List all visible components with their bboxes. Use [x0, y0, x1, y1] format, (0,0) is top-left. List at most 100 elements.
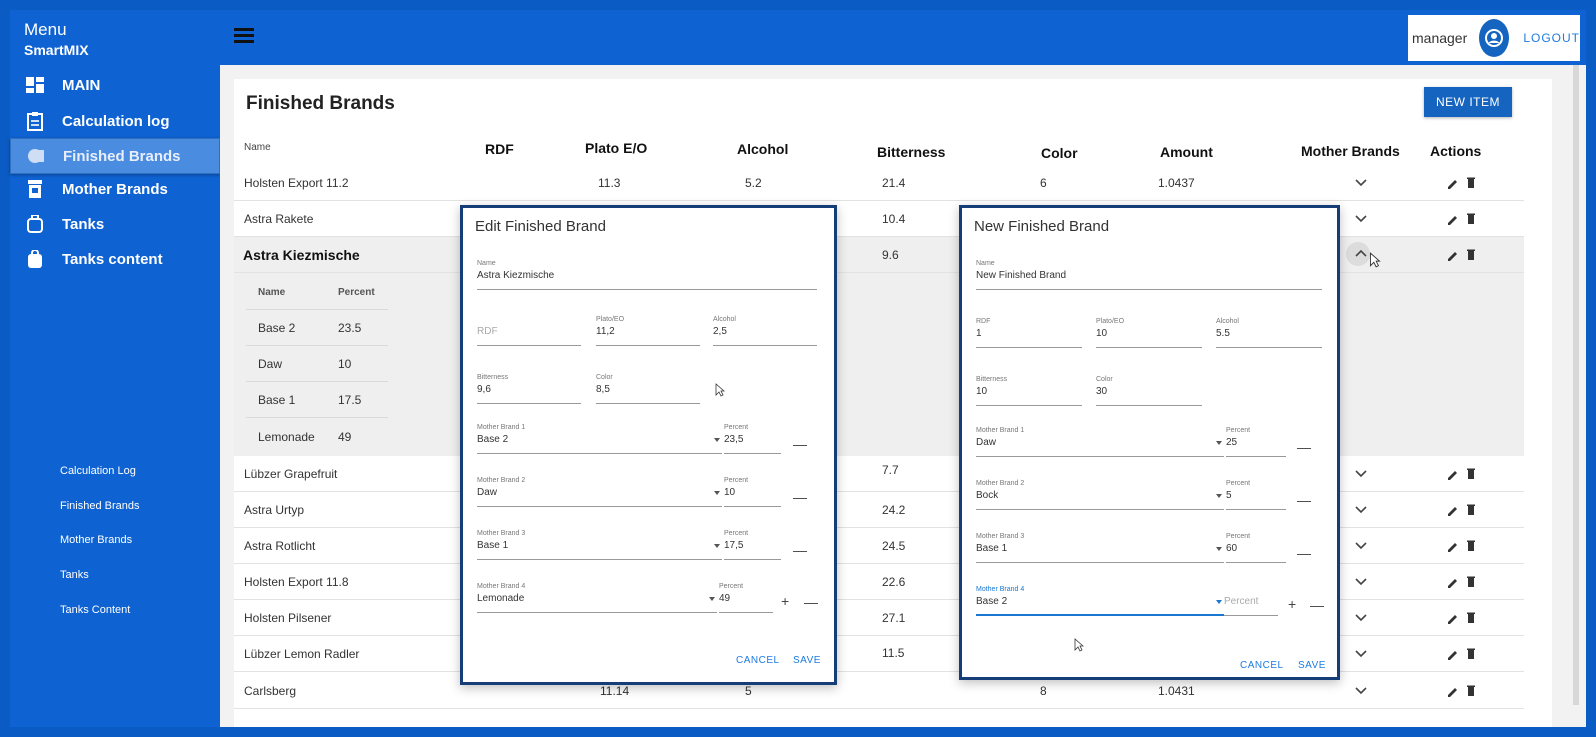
plato-field[interactable]: Plato/EO 10: [1096, 318, 1202, 348]
mother-brand-1-percent[interactable]: Percent 25: [1226, 427, 1286, 457]
mouse-cursor-icon: [1369, 252, 1381, 268]
chevron-up-icon[interactable]: [1354, 247, 1368, 261]
chevron-down-icon[interactable]: [1354, 466, 1368, 480]
mother-brand-2-percent[interactable]: Percent 5: [1226, 480, 1286, 510]
sublink-calculation-log[interactable]: Calculation Log: [60, 465, 136, 477]
new-item-button[interactable]: NEW ITEM: [1424, 87, 1512, 117]
mother-brand-2-select[interactable]: Mother Brand 2 Daw: [477, 477, 722, 507]
alcohol-field[interactable]: Alcohol 2,5: [713, 316, 817, 346]
mother-brand-1-percent[interactable]: Percent 23,5: [724, 424, 781, 454]
chevron-down-icon[interactable]: [1354, 538, 1368, 552]
edit-delete-icons[interactable]: [1446, 212, 1476, 226]
rdf-field[interactable]: RDF 1: [976, 318, 1082, 348]
rdf-field[interactable]: RDF: [477, 316, 581, 346]
remove-icon[interactable]: —: [1297, 545, 1311, 561]
chevron-down-icon[interactable]: [1354, 574, 1368, 588]
name-field[interactable]: Name Astra Kiezmische: [477, 260, 817, 290]
chevron-down-icon[interactable]: [1354, 683, 1368, 697]
sidebar-item-tanks-content[interactable]: Tanks content: [10, 241, 220, 277]
col-header-rdf[interactable]: RDF: [485, 141, 514, 157]
color-field[interactable]: Color 8,5: [596, 374, 700, 404]
save-button[interactable]: SAVE: [793, 655, 821, 666]
edit-delete-icons[interactable]: [1446, 684, 1476, 698]
edit-delete-icons[interactable]: [1446, 248, 1476, 262]
divider: [246, 345, 388, 346]
table-row: Lübzer Grapefruit 7.7: [234, 456, 1524, 492]
sublink-mother-brands[interactable]: Mother Brands: [60, 534, 133, 546]
sub-header-percent: Percent: [338, 287, 375, 298]
edit-delete-icons[interactable]: [1446, 647, 1476, 661]
remove-icon[interactable]: —: [793, 489, 807, 505]
plato-field[interactable]: Plato/EO 11,2: [596, 316, 700, 346]
vertical-scrollbar[interactable]: [1573, 65, 1579, 705]
bitterness-field[interactable]: Bitterness 9,6: [477, 374, 581, 404]
edit-delete-icons[interactable]: [1446, 611, 1476, 625]
account-avatar-icon[interactable]: [1479, 19, 1510, 57]
cancel-button[interactable]: CANCEL: [736, 655, 780, 666]
col-header-plato[interactable]: Plato E/O: [585, 140, 648, 156]
mother-brand-3-percent[interactable]: Percent 17,5: [724, 530, 781, 560]
mother-brand-3-select[interactable]: Mother Brand 3 Base 1: [976, 533, 1224, 563]
bitterness-field[interactable]: Bitterness 10: [976, 376, 1082, 406]
name-field[interactable]: Name New Finished Brand: [976, 260, 1322, 290]
sublink-tanks[interactable]: Tanks: [60, 569, 89, 581]
col-header-amount[interactable]: Amount: [1160, 144, 1213, 160]
remove-icon[interactable]: —: [793, 542, 807, 558]
sublink-finished-brands[interactable]: Finished Brands: [60, 500, 140, 512]
chevron-down-icon[interactable]: [1354, 211, 1368, 225]
edit-delete-icons[interactable]: [1446, 176, 1476, 190]
mother-brand-4-percent[interactable]: Percent 49: [719, 583, 773, 613]
field-label: Mother Brand 2: [976, 480, 1025, 487]
remove-icon[interactable]: —: [1297, 439, 1311, 455]
mother-brand-2-percent[interactable]: Percent 10: [724, 477, 781, 507]
cell-bitterness: 24.5: [882, 539, 906, 553]
sidebar-item-mother-brands[interactable]: Mother Brands: [10, 171, 220, 207]
chevron-down-icon[interactable]: [1354, 502, 1368, 516]
add-icon[interactable]: +: [1288, 596, 1297, 612]
mother-brand-2-select[interactable]: Mother Brand 2 Bock: [976, 480, 1224, 510]
sidebar-item-main[interactable]: MAIN: [10, 67, 220, 103]
edit-delete-icons[interactable]: [1446, 575, 1476, 589]
save-button[interactable]: SAVE: [1298, 660, 1326, 671]
sidebar: Menu SmartMIX MAIN Calculation log Finis…: [10, 10, 220, 727]
edit-delete-icons[interactable]: [1446, 539, 1476, 553]
chevron-down-icon[interactable]: [1354, 646, 1368, 660]
col-header-mother-brands[interactable]: Mother Brands: [1301, 143, 1400, 159]
sidebar-item-label: Calculation log: [62, 112, 170, 130]
remove-icon[interactable]: —: [804, 594, 818, 610]
col-header-bitterness[interactable]: Bitterness: [877, 144, 946, 160]
hamburger-menu-icon[interactable]: [234, 28, 254, 44]
field-value: 1: [976, 328, 982, 339]
remove-icon[interactable]: —: [1310, 597, 1324, 613]
mother-brand-4-percent[interactable]: Percent: [1224, 586, 1278, 616]
mother-brand-1-select[interactable]: Mother Brand 1 Base 2: [477, 424, 722, 454]
remove-icon[interactable]: —: [793, 436, 807, 452]
remove-icon[interactable]: —: [1297, 492, 1311, 508]
col-header-name[interactable]: Name: [244, 142, 271, 153]
color-field[interactable]: Color 30: [1096, 376, 1202, 406]
add-icon[interactable]: +: [781, 593, 790, 609]
cell-bitterness: 27.1: [882, 611, 906, 625]
edit-delete-icons[interactable]: [1446, 503, 1476, 517]
col-header-color[interactable]: Color: [1041, 145, 1078, 161]
mother-brand-4-select[interactable]: Mother Brand 4 Base 2: [976, 586, 1224, 616]
sidebar-item-finished-brands[interactable]: Finished Brands: [10, 138, 220, 174]
mother-brand-3-percent[interactable]: Percent 60: [1226, 533, 1286, 563]
chevron-down-icon[interactable]: [1354, 610, 1368, 624]
sublink-tanks-content[interactable]: Tanks Content: [60, 604, 131, 616]
cancel-button[interactable]: CANCEL: [1240, 660, 1284, 671]
mother-brand-4-select[interactable]: Mother Brand 4 Lemonade: [477, 583, 717, 613]
cell-name: Astra Kiezmische: [243, 247, 360, 263]
chevron-down-icon[interactable]: [1354, 175, 1368, 189]
alcohol-field[interactable]: Alcohol 5.5: [1216, 318, 1322, 348]
sidebar-item-calculation-log[interactable]: Calculation log: [10, 103, 220, 139]
mother-brand-1-select[interactable]: Mother Brand 1 Daw: [976, 427, 1224, 457]
edit-delete-icons[interactable]: [1446, 467, 1476, 481]
field-placeholder: Percent: [1224, 596, 1259, 607]
logout-button[interactable]: LOGOUT: [1523, 31, 1580, 45]
col-header-alcohol[interactable]: Alcohol: [737, 141, 789, 157]
mother-brand-3-select[interactable]: Mother Brand 3 Base 1: [477, 530, 722, 560]
sub-cell-percent: 49: [338, 430, 352, 444]
sidebar-item-tanks[interactable]: Tanks: [10, 206, 220, 242]
field-value: 60: [1226, 543, 1238, 554]
